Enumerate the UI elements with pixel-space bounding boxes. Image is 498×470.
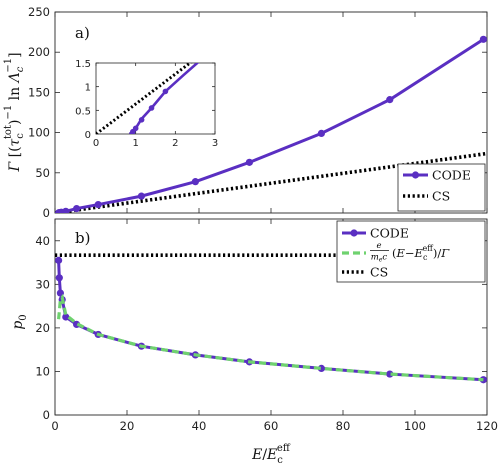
panel-a-cs-line (55, 151, 487, 213)
x-tick-label: 1 (132, 138, 138, 149)
panel-a-label: a) (75, 24, 90, 42)
y-tick-label: 0 (43, 206, 50, 220)
code-data-point (479, 35, 487, 43)
legend-a-code-label: CODE (432, 168, 471, 183)
panel-a-inset: 0 1 2 3 0 0.5 1 1.5 (75, 59, 218, 149)
x-tick-label: 3 (212, 138, 218, 149)
y-tick-label: 40 (35, 234, 50, 248)
inset-code-data-point (148, 105, 155, 111)
code-data-point (55, 274, 63, 282)
panel-b: 0 20 40 60 80 100 120 0 10 20 30 40 b) p0 E/Eceff C… (10, 218, 498, 466)
inset-code-data-point (162, 88, 169, 95)
y-tick-label: 20 (35, 321, 50, 335)
code-data-point (386, 96, 394, 104)
inset-code-data-point (138, 117, 145, 123)
legend-b-cs-label: CS (370, 265, 388, 280)
y-tick-label: 0.5 (75, 106, 91, 117)
x-tick-label: 100 (404, 419, 426, 433)
legend-b-analytic-label: e mec (E−Eceff)/Γ (370, 241, 450, 264)
panel-a-code-markers (55, 35, 487, 213)
panel-b-label: b) (75, 229, 90, 247)
code-data-point (386, 370, 394, 378)
panel-b-legend: CODE e mec (E−Eceff)/Γ CS (336, 220, 486, 283)
y-tick-label: 1 (85, 83, 91, 94)
svg-text:e: e (376, 241, 381, 251)
legend-a-box (397, 163, 486, 212)
y-tick-label: 250 (28, 5, 50, 19)
code-data-point (73, 204, 81, 213)
panel-b-analytic-line (57, 293, 484, 382)
x-tick-label: 40 (192, 419, 207, 433)
y-tick-label: 0 (85, 130, 91, 141)
svg-text:Γ [(τctot)−1 ln Λc−1]: Γ [(τctot)−1 ln Λc−1] (3, 52, 26, 172)
inset-code-data-point (132, 125, 139, 132)
code-data-point (191, 178, 199, 186)
x-tick-label: 120 (476, 419, 498, 433)
x-tick-label: 20 (120, 419, 135, 433)
x-tick-label: 2 (172, 138, 178, 149)
y-tick-label: 30 (35, 277, 50, 291)
x-tick-label: 60 (264, 419, 279, 433)
panel-b-xlabel: E/Eceff (251, 443, 291, 466)
inset-ticks: 0 1 2 3 0 0.5 1 1.5 (75, 59, 218, 149)
code-data-point (137, 192, 145, 200)
legend-a-code-marker (411, 171, 420, 179)
panel-a-ylabel: Γ [(τctot)−1 ln Λc−1] (3, 52, 26, 172)
svg-text:p0: p0 (10, 314, 29, 329)
svg-text:mec: mec (371, 253, 388, 264)
y-tick-label: 150 (28, 85, 50, 99)
code-data-point (62, 207, 70, 213)
x-tick-label: 0 (93, 138, 99, 149)
y-tick-label: 0 (43, 408, 50, 422)
code-data-point (55, 256, 63, 264)
y-tick-label: 10 (35, 364, 50, 378)
code-data-point (94, 200, 102, 209)
inset-code-markers (130, 88, 169, 134)
code-data-point (245, 158, 253, 166)
y-tick-label: 200 (28, 45, 50, 59)
code-data-point (56, 289, 64, 297)
svg-text:(E−Eceff)/Γ: (E−Eceff)/Γ (392, 244, 450, 262)
y-tick-label: 1.5 (75, 59, 91, 70)
panel-a-legend: CODE CS (397, 163, 486, 212)
inset-frame (95, 62, 216, 135)
code-data-point (317, 129, 325, 138)
x-tick-label: 80 (336, 419, 351, 433)
x-tick-label: 0 (51, 419, 58, 433)
panel-b-ylabel: p0 (10, 314, 29, 329)
code-data-point (317, 364, 325, 372)
legend-a-cs-label: CS (432, 189, 450, 204)
y-tick-label: 100 (28, 126, 50, 140)
y-tick-label: 50 (35, 166, 50, 180)
code-data-point (62, 313, 70, 321)
svg-text:E/Eceff: E/Eceff (251, 443, 291, 466)
legend-b-code-label: CODE (370, 226, 409, 241)
legend-b-code-marker (350, 229, 358, 237)
